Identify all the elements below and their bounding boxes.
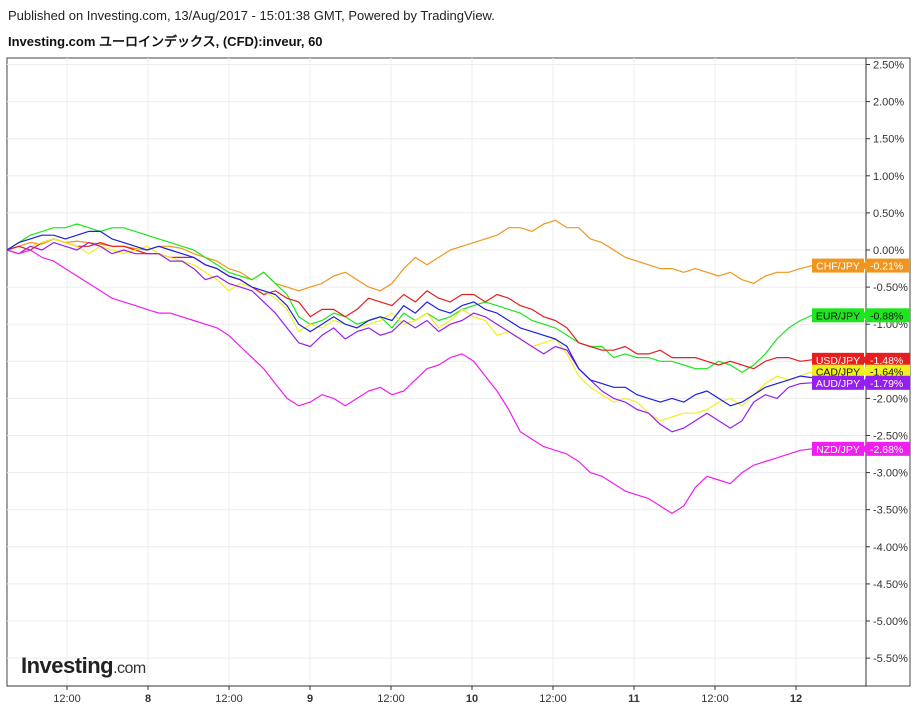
series-value-label-chf-jpy: -0.21%: [870, 261, 903, 273]
logo-main-text: Investing: [21, 653, 114, 678]
published-caption: Published on Investing.com, 13/Aug/2017 …: [8, 8, 495, 23]
series-name-label-chf-jpy: CHF/JPY: [816, 261, 860, 273]
series-line-eur-jpy[interactable]: [6, 223, 813, 373]
y-tick-label: -5.50%: [873, 653, 908, 665]
series-line-usd-jpy[interactable]: [6, 238, 813, 370]
x-tick-label: 9: [307, 693, 313, 705]
x-tick-label: 8: [145, 693, 151, 705]
series-name-badge-eur-jpy: [812, 308, 864, 323]
y-tick-label: 2.50%: [873, 60, 904, 72]
series-value-pointer-chf-jpy: [862, 260, 866, 271]
y-tick-label: 2.00%: [873, 97, 904, 109]
series-line-blue-index[interactable]: [6, 230, 813, 407]
series-value-badge-nzd-jpy: [866, 441, 910, 456]
series-name-badge-chf-jpy: [812, 258, 864, 273]
x-tick-label: 12:00: [215, 693, 243, 705]
series-name-badge-cad-jpy: [812, 364, 864, 379]
series-line-nzd-jpy[interactable]: [6, 249, 813, 515]
series-name-label-aud-jpy: AUD/JPY: [816, 378, 860, 390]
series-value-badge-eur-jpy: [866, 308, 910, 323]
series-value-label-aud-jpy: -1.79%: [870, 378, 903, 390]
series-value-pointer-cad-jpy: [862, 366, 866, 377]
series-name-badge-aud-jpy: [812, 375, 864, 390]
x-tick-label: 12:00: [377, 693, 405, 705]
y-tick-label: 1.50%: [873, 134, 904, 146]
series-value-label-eur-jpy: -0.88%: [870, 310, 903, 322]
y-tick-label: -3.00%: [873, 468, 908, 480]
series-value-label-usd-jpy: -1.48%: [870, 355, 903, 367]
series-value-pointer-aud-jpy: [862, 377, 866, 388]
x-tick-label: 10: [466, 693, 478, 705]
series-value-badge-usd-jpy: [866, 352, 910, 367]
y-tick-label: -2.00%: [873, 393, 908, 405]
series-name-badge-nzd-jpy: [812, 441, 864, 456]
x-tick-label: 12:00: [539, 693, 567, 705]
series-value-label-nzd-jpy: -2.68%: [870, 444, 903, 456]
series-name-label-eur-jpy: EUR/JPY: [816, 310, 860, 322]
y-tick-label: 0.00%: [873, 245, 904, 257]
series-value-badge-aud-jpy: [866, 375, 910, 390]
y-tick-label: -4.50%: [873, 579, 908, 591]
x-tick-label: 11: [628, 693, 640, 705]
series-value-label-cad-jpy: -1.64%: [870, 367, 903, 379]
series-line-chf-jpy[interactable]: [6, 219, 813, 292]
chart-title: Investing.com ユーロインデックス, (CFD):inveur, 6…: [8, 34, 323, 49]
series-value-badge-cad-jpy: [866, 364, 910, 379]
x-axis-pane: [7, 686, 866, 708]
plot-area: [6, 57, 867, 687]
x-tick-label: 12:00: [53, 693, 81, 705]
y-tick-label: 1.00%: [873, 171, 904, 183]
series-name-label-usd-jpy: USD/JPY: [816, 355, 860, 367]
series-name-label-cad-jpy: CAD/JPY: [816, 367, 860, 379]
investing-logo: Investing.com: [21, 653, 146, 679]
series-name-badge-usd-jpy: [812, 352, 864, 367]
x-tick-label: 12:00: [701, 693, 729, 705]
y-tick-label: -5.00%: [873, 616, 908, 628]
y-tick-label: -3.50%: [873, 505, 908, 517]
logo-suffix-text: .com: [113, 660, 146, 677]
y-tick-label: -4.00%: [873, 542, 908, 554]
series-value-badge-chf-jpy: [866, 258, 910, 273]
series-name-label-nzd-jpy: NZD/JPY: [816, 444, 860, 456]
x-tick-label: 12: [790, 693, 802, 705]
series-line-aud-jpy[interactable]: [6, 242, 813, 433]
series-value-pointer-nzd-jpy: [862, 443, 866, 454]
y-tick-label: -0.50%: [873, 282, 908, 294]
y-tick-label: 0.50%: [873, 208, 904, 220]
series-value-pointer-usd-jpy: [862, 354, 866, 365]
series-value-pointer-eur-jpy: [862, 310, 866, 321]
y-tick-label: -2.50%: [873, 431, 908, 443]
